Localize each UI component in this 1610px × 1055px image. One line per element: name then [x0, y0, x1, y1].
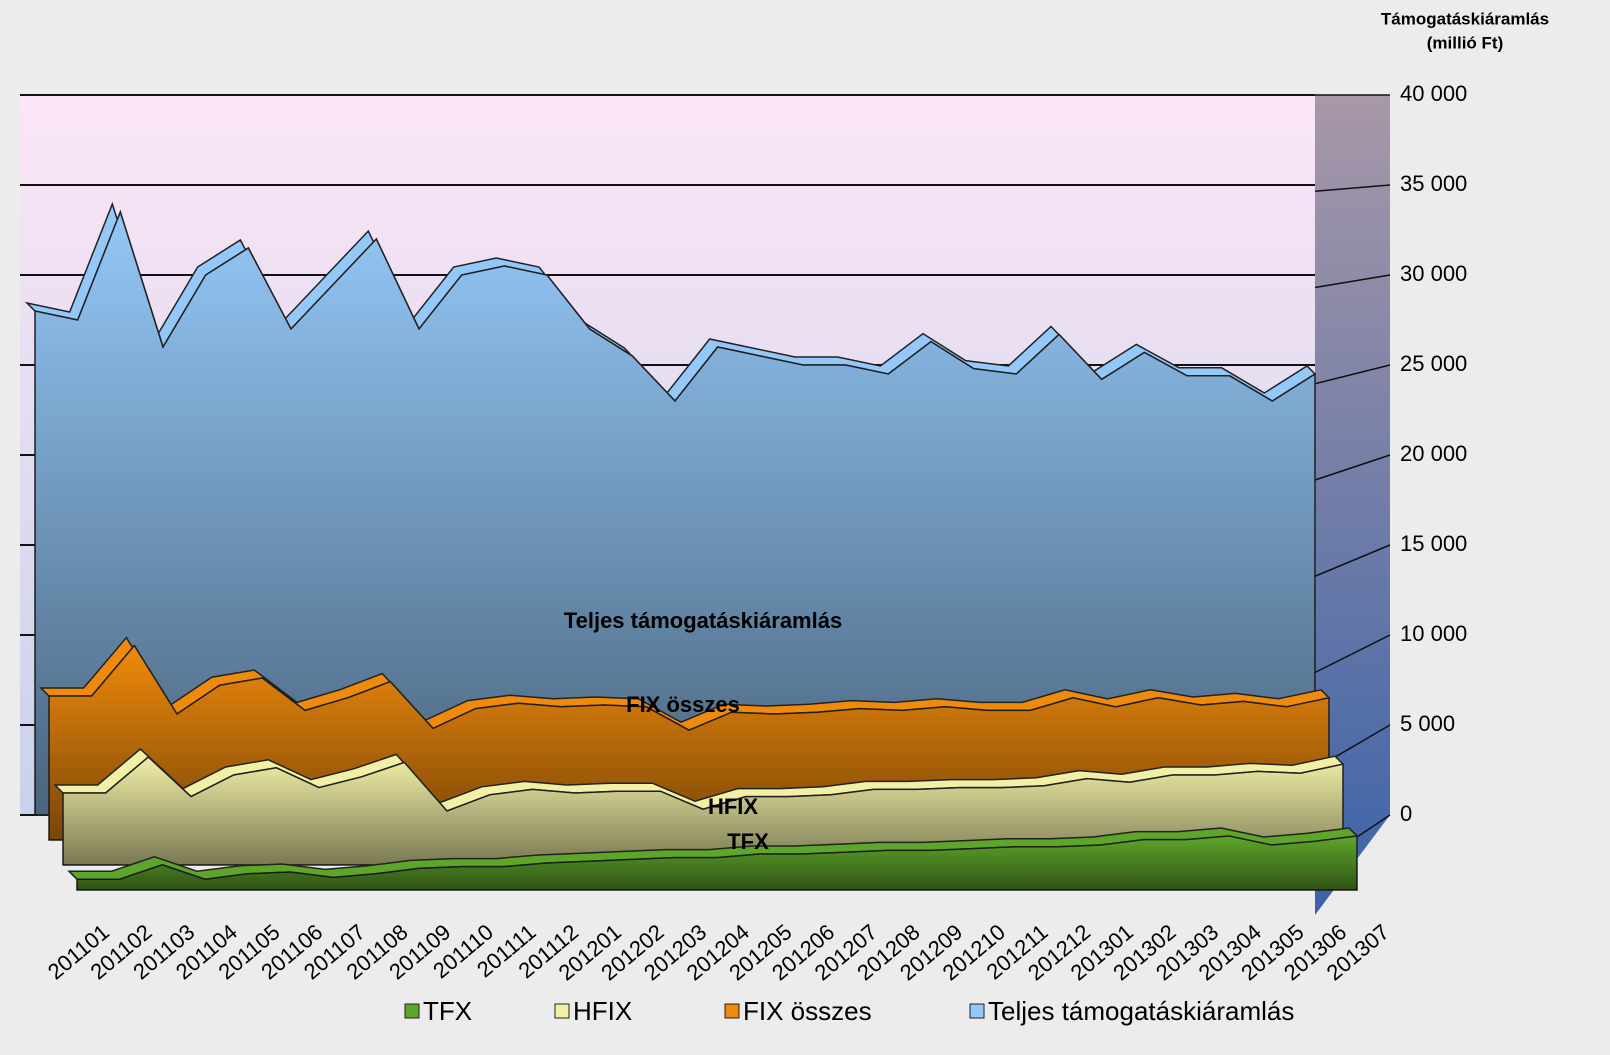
legend-swatch: [969, 1003, 985, 1019]
legend-swatch: [724, 1003, 740, 1019]
tick-line: [1314, 274, 1391, 289]
tick-line: [1314, 364, 1391, 385]
y-tick-label: 25 000: [1400, 351, 1467, 376]
tick-line: [1314, 634, 1391, 674]
tick-line: [1314, 184, 1391, 192]
series-label: TFX: [727, 829, 769, 854]
legend-swatch: [404, 1003, 420, 1019]
legend-label: Teljes támogatáskiáramlás: [988, 996, 1294, 1026]
legend-swatch: [554, 1003, 570, 1019]
series-label: FIX összes: [626, 692, 740, 717]
y-tick-label: 0: [1400, 801, 1412, 826]
side-wall: [1315, 95, 1390, 915]
y-tick-label: 40 000: [1400, 81, 1467, 106]
legend-label: FIX összes: [743, 996, 872, 1026]
y-tick-label: 15 000: [1400, 531, 1467, 556]
y-tick-label: 10 000: [1400, 621, 1467, 646]
y-tick-label: 30 000: [1400, 261, 1467, 286]
tick-line: [1314, 454, 1391, 481]
tick-line: [1314, 544, 1391, 577]
legend-label: TFX: [423, 996, 472, 1026]
legend-label: HFIX: [573, 996, 632, 1026]
axis-title: Támogatáskiáramlás: [1381, 9, 1549, 28]
y-tick-label: 5 000: [1400, 711, 1455, 736]
y-tick-label: 20 000: [1400, 441, 1467, 466]
shade: [35, 212, 1315, 815]
shade: [77, 836, 1357, 890]
series-label: HFIX: [708, 794, 758, 819]
shade: [63, 757, 1343, 865]
axis-title: (millió Ft): [1427, 33, 1503, 52]
y-tick-label: 35 000: [1400, 171, 1467, 196]
series-label: Teljes támogatáskiáramlás: [564, 608, 842, 633]
